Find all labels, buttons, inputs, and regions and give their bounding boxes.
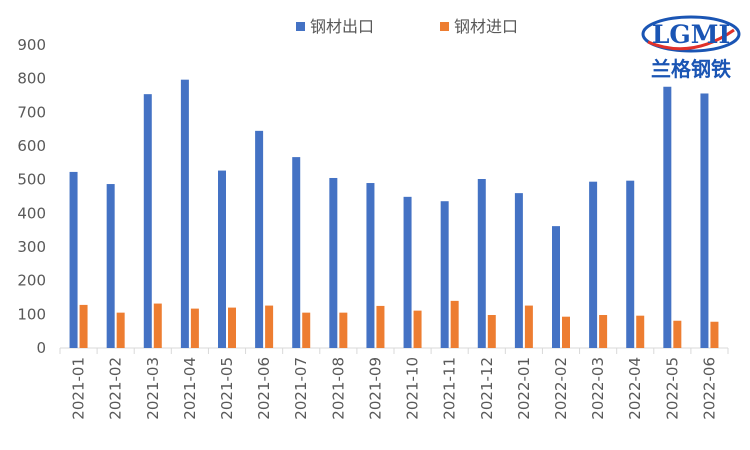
bar-import [673,320,682,348]
x-tick-label: 2021-05 [218,357,236,420]
company-logo: LGMI 兰格钢铁 [641,15,741,81]
logo-name: 兰格钢铁 [651,57,731,81]
bar-import [450,300,459,348]
x-tick-label: 2022-03 [589,357,607,420]
x-tick-label: 2021-10 [404,357,422,420]
y-tick-label: 500 [17,171,46,189]
bar-import [562,316,570,348]
y-tick-label: 700 [17,103,46,121]
bar-export [440,201,449,348]
bar-export [626,180,635,348]
bar-export [106,184,115,348]
x-tick-label: 2021-09 [366,357,384,420]
bar-import [116,312,125,348]
y-tick-label: 300 [17,238,46,256]
x-tick-label: 2021-02 [107,357,125,420]
bar-export [403,196,412,348]
bar-import [710,321,719,348]
bar-export [663,86,672,348]
legend-swatch [296,22,305,31]
logo-mark: LGMI [652,20,730,49]
y-axis: 0 100 200 300 400 500 600 700 800 900 [17,36,46,357]
bar-export [552,226,560,348]
y-tick-label: 100 [17,305,46,323]
bars [69,79,719,348]
bar-import [599,315,608,348]
bar-export [218,170,226,348]
bar-export [700,93,709,348]
y-tick-label: 400 [17,204,46,222]
x-tick-label: 2021-11 [441,357,459,420]
x-tick-label: 2022-06 [700,357,718,420]
bar-import [636,315,645,348]
x-tick-label: 2022-01 [515,357,533,420]
bar-import [228,307,236,348]
bar-export [589,181,598,348]
y-tick-label: 800 [17,70,46,88]
bar-export [514,193,523,348]
x-tick-label: 2021-12 [478,357,496,420]
bar-import [339,312,348,348]
legend-swatch [440,22,449,31]
bar-import [265,305,274,348]
x-tick-label: 2022-05 [663,357,681,420]
bar-import [487,315,496,348]
y-tick-label: 600 [17,137,46,155]
x-axis: 2021-01 2021-02 2021-03 2021-04 2021-05 2021-… [59,347,729,420]
legend-label: 钢材进口 [454,17,518,36]
bar-import [302,312,311,348]
bar-import [79,304,88,348]
y-tick-label: 0 [36,339,46,357]
bar-export [292,157,301,348]
x-tick-label: 2021-08 [329,357,347,420]
bar-import [524,305,533,348]
x-tick-label: 2021-06 [255,357,273,420]
bar-export [329,177,338,348]
bar-export [180,79,189,348]
x-tick-label: 2022-02 [552,357,570,420]
x-tick-label: 2021-01 [70,357,88,420]
bar-import [413,310,422,348]
x-tick-label: 2021-03 [144,357,162,420]
bar-import [376,305,385,348]
bar-import [190,308,199,348]
x-tick-label: 2021-04 [181,357,199,420]
y-tick-label: 200 [17,272,46,290]
bar-export [69,171,78,348]
bar-export [255,130,264,348]
bar-export [477,178,486,348]
bar-export [143,94,152,348]
bar-export [366,183,375,348]
y-tick-label: 900 [17,36,46,54]
x-tick-label: 2021-07 [292,357,310,420]
legend-label: 钢材出口 [310,17,374,36]
legend: 钢材出口 钢材进口 [296,17,518,36]
bar-import [153,303,162,348]
x-tick-label: 2022-04 [626,357,644,420]
